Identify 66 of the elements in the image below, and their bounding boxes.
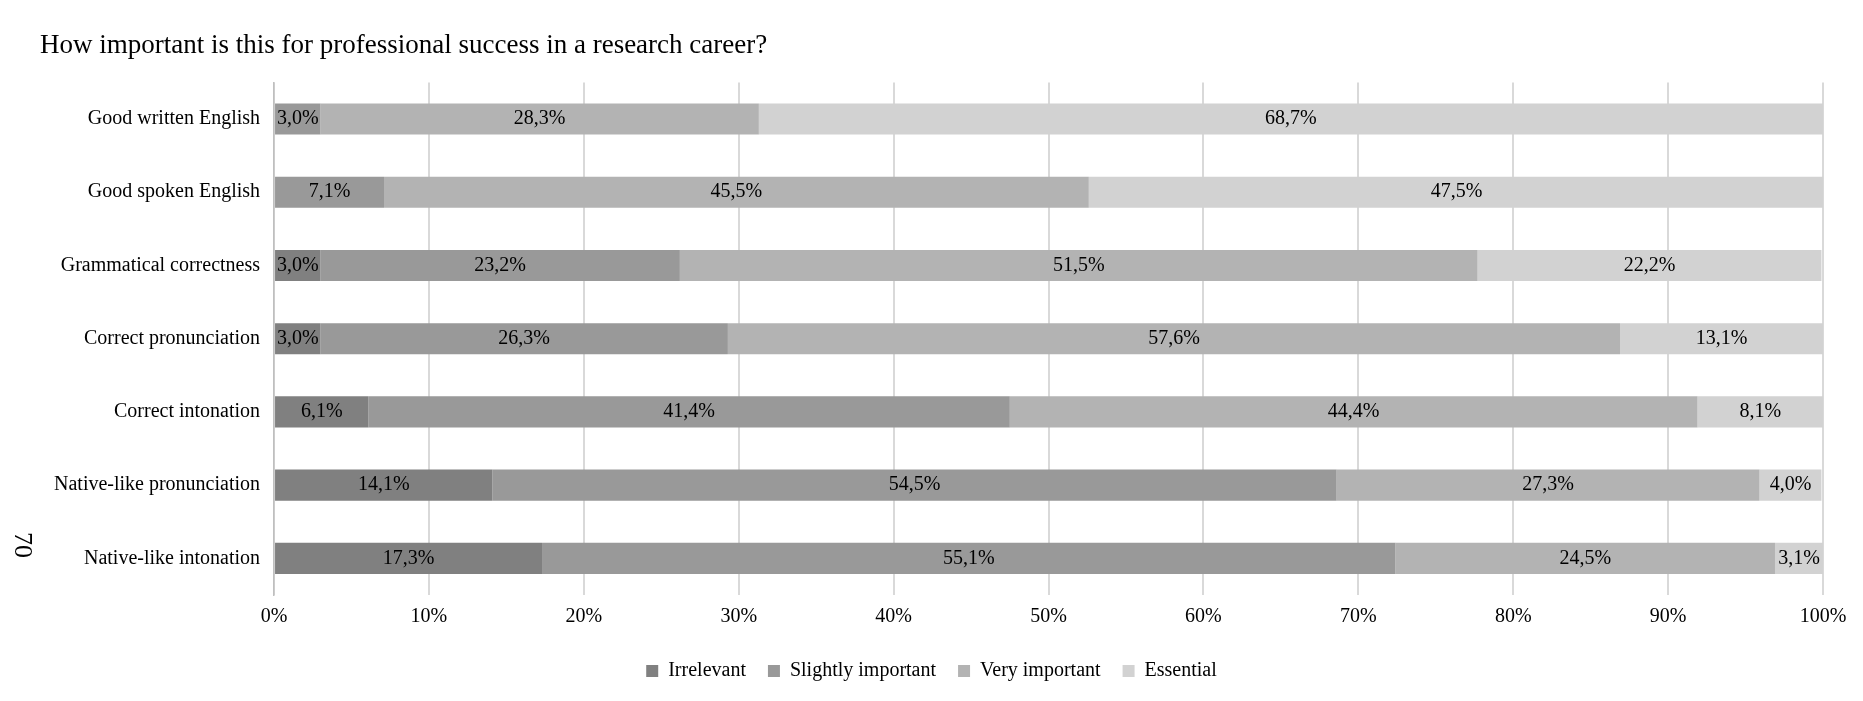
data-label: 54,5% <box>888 472 941 495</box>
text: 70 <box>9 532 39 558</box>
bar <box>275 396 369 428</box>
legend-label: Very important <box>980 658 1102 682</box>
bar <box>384 176 1089 208</box>
bar <box>320 323 728 355</box>
legend-label: Slightly important <box>789 658 937 682</box>
data-label: 27,3% <box>1522 472 1574 495</box>
bar <box>679 249 1478 282</box>
bar <box>275 542 543 574</box>
data-label: 51,5% <box>1052 252 1105 275</box>
bar <box>275 176 385 208</box>
data-label: 8,1% <box>1739 399 1782 422</box>
y-tick-label: Good written English <box>87 106 261 130</box>
data-label: 26,3% <box>498 325 551 348</box>
x-tick-label: 0% <box>260 604 288 627</box>
x-tick-label: 60% <box>1185 604 1222 627</box>
data-label: 7,1% <box>308 179 351 202</box>
y-tick-label: Native-like intonation <box>83 545 261 568</box>
bar <box>275 469 493 501</box>
x-tick-label: 10% <box>410 604 448 627</box>
data-label: 13,1% <box>1695 325 1748 348</box>
data-label: 14,1% <box>357 472 410 495</box>
bar <box>1395 542 1775 574</box>
x-tick-label: 20% <box>565 604 603 627</box>
x-tick-label: 90% <box>1649 604 1687 627</box>
data-label: 3,0% <box>276 106 319 129</box>
data-label: 44,4% <box>1327 399 1380 422</box>
bar <box>492 469 1337 501</box>
data-label: 55,1% <box>942 545 995 568</box>
y-tick-label: Correct pronunciation <box>83 325 261 349</box>
chart-title: How important is this for professional success in a research career? <box>40 29 768 60</box>
data-label: 28,3% <box>513 106 566 129</box>
x-tick-label: 50% <box>1030 604 1067 627</box>
bar <box>368 396 1010 428</box>
bar <box>320 249 680 282</box>
data-label: 6,1% <box>300 399 343 422</box>
x-tick-label: 80% <box>1494 604 1532 627</box>
bar <box>320 103 759 135</box>
data-label: 17,3% <box>382 545 435 568</box>
y-tick-label: Good spoken English <box>87 179 261 203</box>
legend-label: Irrelevant <box>668 658 747 681</box>
bar <box>542 542 1396 574</box>
data-label: 47,5% <box>1430 179 1483 202</box>
x-tick-label: 40% <box>875 604 912 627</box>
data-label: 3,0% <box>276 325 319 348</box>
data-label: 68,7% <box>1265 106 1317 129</box>
bar <box>727 323 1621 355</box>
x-tick-label: 100% <box>1799 604 1847 627</box>
x-tick-label: 30% <box>720 604 758 627</box>
data-label: 3,1% <box>1778 545 1820 568</box>
data-label: 23,2% <box>474 252 527 275</box>
y-tick-label: Grammatical correctness <box>60 252 261 275</box>
data-label: 4,0% <box>1769 472 1812 495</box>
data-label: 22,2% <box>1623 252 1676 275</box>
bar <box>1009 396 1698 428</box>
bar <box>1336 469 1760 501</box>
legend-label: Essential <box>1144 658 1218 681</box>
x-tick-label: 70% <box>1339 604 1377 627</box>
data-label: 41,4% <box>663 399 715 422</box>
y-tick-label: Correct intonation <box>113 399 261 422</box>
data-label: 24,5% <box>1559 545 1612 568</box>
data-label: 45,5% <box>710 179 763 202</box>
y-tick-label: Native-like pronunciation <box>54 472 261 496</box>
data-label: 57,6% <box>1148 325 1200 348</box>
data-label: 3,0% <box>276 252 319 275</box>
